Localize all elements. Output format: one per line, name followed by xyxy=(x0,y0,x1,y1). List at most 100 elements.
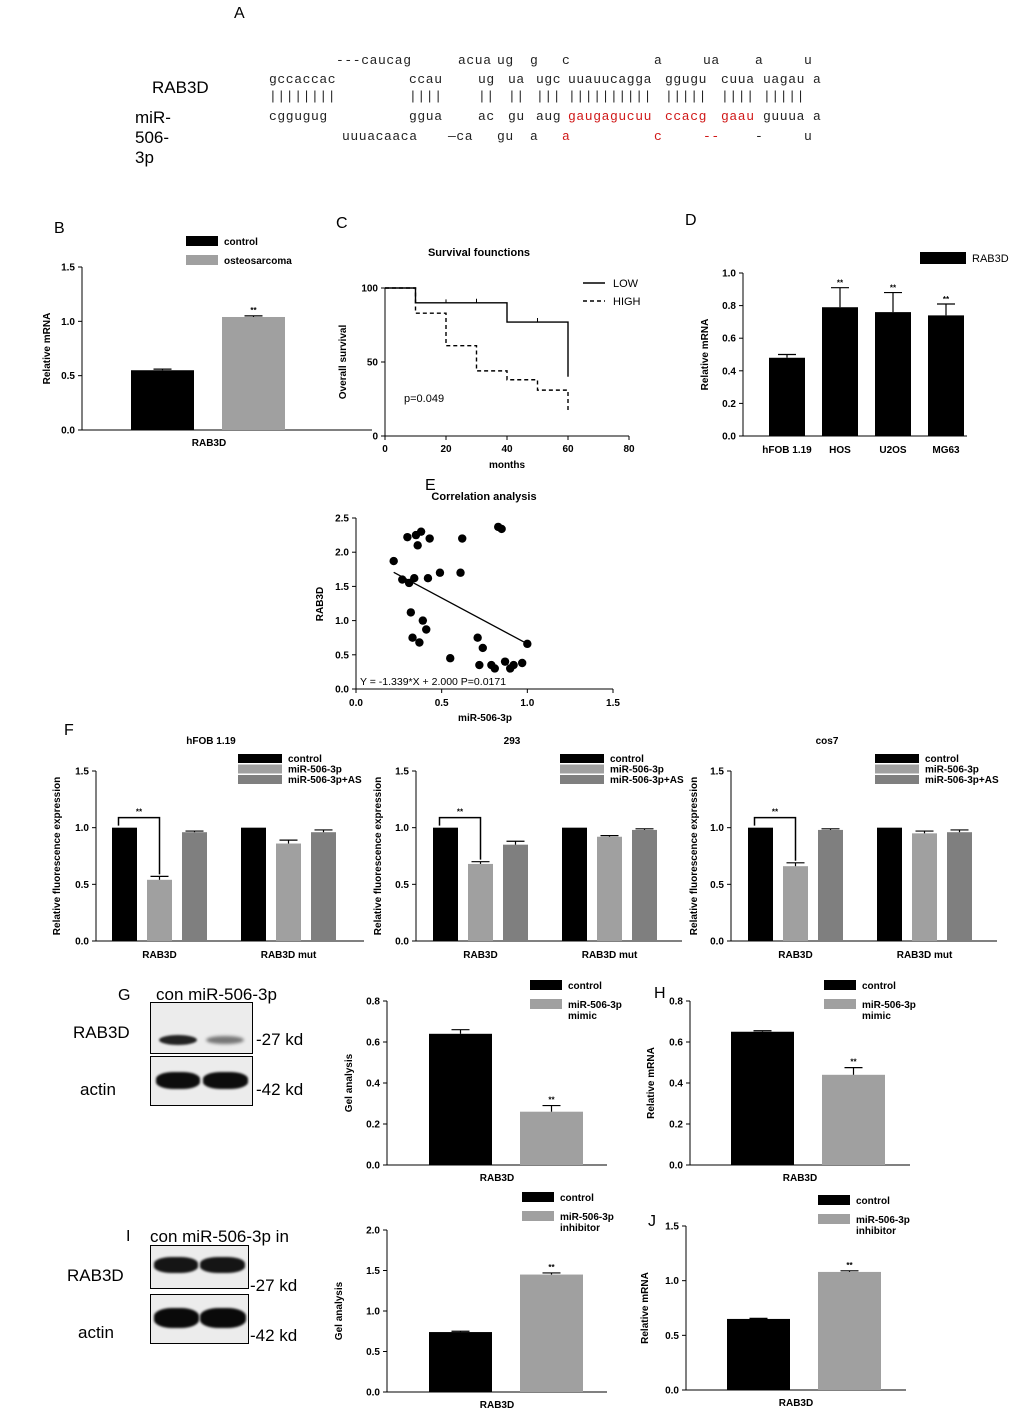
sequence-segment: gu xyxy=(497,129,514,144)
panel-letter-b: B xyxy=(54,220,65,237)
significance-label: ** xyxy=(890,284,897,293)
bar xyxy=(276,843,301,941)
sequence-segment: |||||||||| xyxy=(568,89,653,104)
chart-f2: 0.0 0.5 1.0 1.5 Relative fluorescence expres… xyxy=(373,736,684,961)
bar xyxy=(433,827,458,941)
legend-swatch xyxy=(238,775,282,784)
bar xyxy=(222,316,285,430)
y-axis-label: Relative mRNA xyxy=(700,319,711,391)
y-tick-label: 1.0 xyxy=(366,1307,380,1318)
y-tick-label: 0.0 xyxy=(722,432,736,443)
band-control xyxy=(154,1257,198,1273)
loading-control-label: actin xyxy=(80,1080,116,1099)
loading-control-label: actin xyxy=(78,1323,114,1342)
sequence-segment: a xyxy=(530,129,539,144)
data-point xyxy=(408,633,417,642)
x-tick-label: RAB3D mut xyxy=(897,950,953,961)
blot-strip-actin xyxy=(150,1056,253,1106)
x-tick-label: 1.0 xyxy=(520,698,534,709)
x-tick-label: 1.5 xyxy=(606,698,620,709)
y-axis-label: RAB3D xyxy=(315,587,326,621)
sequence-segment: ||||| xyxy=(763,89,806,104)
panel-letter-j: J xyxy=(648,1213,656,1230)
y-tick-label: 0.5 xyxy=(665,1331,679,1342)
significance-label: ** xyxy=(846,1261,853,1270)
sequence-segment: c xyxy=(562,53,571,68)
band-treated xyxy=(206,1036,244,1044)
y-tick-label: 1.5 xyxy=(75,767,89,778)
data-point xyxy=(497,524,506,534)
p-value-annotation: p=0.049 xyxy=(404,393,444,405)
sequence-segment: |||||||| xyxy=(269,89,337,104)
size-marker-42: -42 kd xyxy=(256,1080,304,1099)
legend-swatch xyxy=(824,999,856,1009)
significance-bracket xyxy=(753,816,797,861)
legend-label: control xyxy=(856,1196,890,1207)
y-tick-label: 1.5 xyxy=(665,1222,679,1233)
y-tick-label: 2.0 xyxy=(366,1226,380,1237)
y-tick-label: 1.0 xyxy=(61,317,75,328)
legend-swatch xyxy=(530,980,562,990)
y-tick-label: 0.4 xyxy=(722,366,736,377)
y-tick-label: 1.0 xyxy=(335,616,349,627)
panel-letter-d: D xyxy=(685,212,697,229)
y-axis-label: Relative mRNA xyxy=(42,313,53,385)
x-axis-label: miR-506-3p xyxy=(458,713,512,724)
sequence-segment: ggua xyxy=(409,109,443,124)
legend-label: control xyxy=(925,754,959,765)
survival-curve xyxy=(385,287,569,413)
legend-label: control xyxy=(610,754,644,765)
panel-letter-e: E xyxy=(425,477,436,494)
y-tick-label: 0.8 xyxy=(722,301,736,312)
legend-label: control xyxy=(288,754,322,765)
x-tick-label: 40 xyxy=(501,444,513,455)
legend-swatch xyxy=(824,980,856,990)
y-tick-label: 100 xyxy=(361,284,378,295)
x-tick-label: hFOB 1.19 xyxy=(762,445,812,456)
y-tick-label: 1.0 xyxy=(75,823,89,834)
sequence-segment: guuua xyxy=(763,109,806,124)
significance-label: ** xyxy=(457,808,464,817)
regression-line xyxy=(393,571,528,645)
significance-label: ** xyxy=(250,306,257,315)
legend-label: control xyxy=(862,981,896,992)
legend-swatch xyxy=(875,764,919,774)
legend-label: mimic xyxy=(862,1011,891,1022)
legend-swatch xyxy=(522,1211,554,1221)
y-tick-label: 0.0 xyxy=(710,937,724,948)
x-tick-label: MG63 xyxy=(932,445,960,456)
panel-letter-f: F xyxy=(64,722,74,739)
bar xyxy=(131,370,194,430)
y-tick-label: 0.0 xyxy=(669,1161,683,1172)
chart-f1: 0.0 0.5 1.0 1.5 Relative fluorescence expres… xyxy=(52,736,364,961)
bar xyxy=(947,832,972,941)
data-point xyxy=(490,664,499,673)
x-axis-label: RAB3D xyxy=(783,1173,817,1184)
sequence-segment: ||||| xyxy=(665,89,708,104)
chart-title: hFOB 1.19 xyxy=(186,736,236,747)
chart-b: 0.0 0.5 1.0 1.5 Relative mRNA control ** osteos… xyxy=(42,236,372,449)
bar xyxy=(912,833,937,941)
data-point xyxy=(517,658,527,668)
band-actin-treated xyxy=(203,1072,248,1089)
bar xyxy=(731,1031,794,1165)
bar xyxy=(875,312,911,436)
legend-label: HIGH xyxy=(613,296,641,308)
y-tick-label: 0.5 xyxy=(366,1347,380,1358)
legend-label: miR-506-3p xyxy=(610,765,664,776)
chart-i2: 0.0 0.5 1.0 1.5 2.0 Gel analysis control ** miR-… xyxy=(334,1192,614,1411)
bar xyxy=(822,307,858,436)
y-tick-label: 0.0 xyxy=(366,1388,380,1399)
sequence-segment: a xyxy=(813,72,822,87)
sequence-segment: ccau xyxy=(409,72,443,87)
legend-label: LOW xyxy=(613,278,639,290)
bar xyxy=(632,829,657,941)
y-tick-label: 0.5 xyxy=(75,880,89,891)
y-tick-label: 0.2 xyxy=(366,1120,380,1131)
sequence-segment: acua xyxy=(458,53,492,68)
band-treated xyxy=(200,1257,245,1273)
y-axis-label: Gel analysis xyxy=(334,1281,345,1340)
sequence-segment: c xyxy=(654,129,663,144)
significance-label: ** xyxy=(136,808,143,817)
x-tick-label: RAB3D xyxy=(463,950,497,961)
